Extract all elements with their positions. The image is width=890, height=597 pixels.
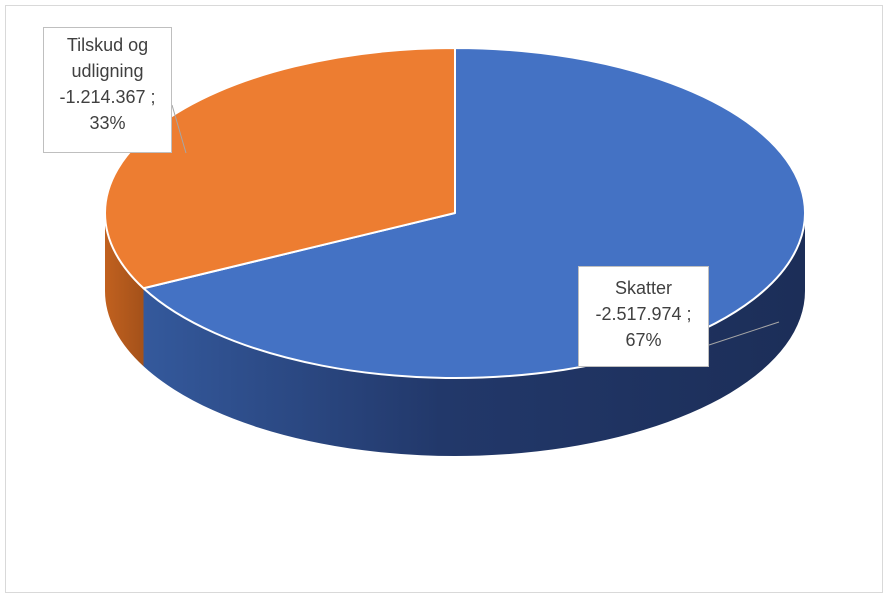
data-label-skatter-percent: 67%: [585, 327, 702, 353]
data-label-skatter: Skatter -2.517.974 ; 67%: [578, 266, 709, 367]
data-label-skatter-name: Skatter: [585, 275, 702, 301]
data-label-tilskud-name-line1: Tilskud og: [50, 32, 165, 58]
data-label-tilskud-percent: 33%: [50, 110, 165, 136]
data-label-tilskud-name-line2: udligning: [50, 58, 165, 84]
data-label-skatter-value: -2.517.974 ;: [585, 301, 702, 327]
data-label-tilskud-value: -1.214.367 ;: [50, 84, 165, 110]
data-label-tilskud: Tilskud og udligning -1.214.367 ; 33%: [43, 27, 172, 153]
